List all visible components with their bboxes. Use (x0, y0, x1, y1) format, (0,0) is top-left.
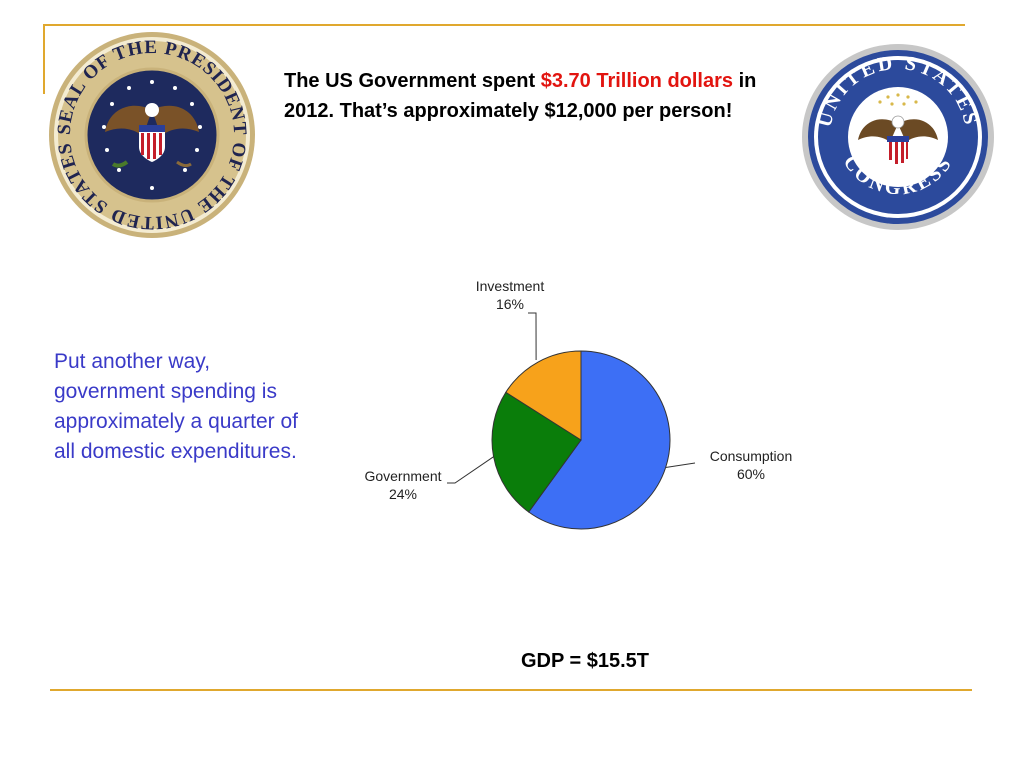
headline-highlight: $3.70 Trillion dollars (540, 70, 734, 92)
pie-slice-investment (505, 350, 582, 441)
congress-seal-icon: UNITED STATES CONGRESS (802, 44, 994, 230)
slice-label-investment: Investment (476, 278, 545, 294)
slice-value-government: 24% (389, 486, 417, 502)
pie-slice-consumption (527, 350, 671, 530)
headline: The US Government spent $3.70 Trillion d… (284, 66, 784, 126)
top-divider (43, 24, 965, 26)
presidential-seal-icon: SEAL OF THE PRESIDENT OF THE UNITED STAT… (49, 32, 255, 238)
slice-value-consumption: 60% (737, 466, 765, 482)
slice-label-consumption: Consumption (710, 448, 793, 464)
left-divider (43, 24, 45, 94)
side-note: Put another way, government spending is … (54, 350, 298, 463)
headline-text-end: in 2012. That’s approximately $12,000 pe… (284, 70, 757, 122)
leader-line-investment (528, 312, 537, 361)
slice-label-government: Government (364, 468, 441, 484)
headline-text-start: The US Government spent (284, 70, 541, 92)
bottom-divider (50, 689, 972, 691)
spending-pie-chart: Consumption 60% Government 24% Investment 16% (364, 278, 793, 530)
gdp-label: GDP = $15.5T (520, 650, 650, 672)
leader-line-consumption (665, 462, 696, 468)
leader-line-government (447, 456, 494, 484)
slice-value-investment: 16% (496, 296, 524, 312)
